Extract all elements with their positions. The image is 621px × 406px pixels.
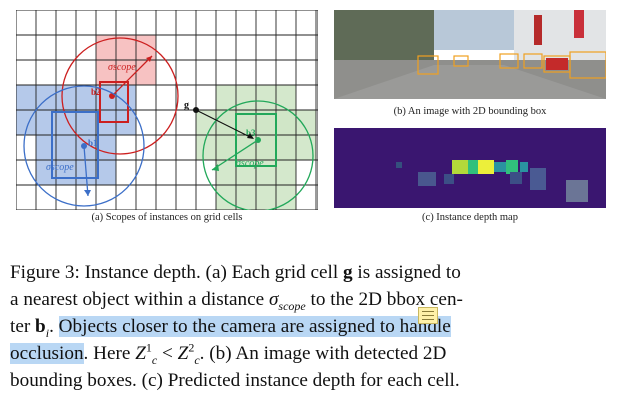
- highlighted-text-continued[interactable]: occlusion: [10, 343, 84, 364]
- b2-label: b2: [91, 87, 101, 97]
- b1-label: b1: [88, 138, 98, 148]
- figure-b-caption: (b) An image with 2D bounding box: [393, 106, 547, 117]
- figure-a-caption: (a) Scopes of instances on grid cells: [91, 212, 243, 223]
- grid-scope-figure: σscope b2 σscope b1 σscope b3 g: [16, 10, 318, 210]
- figure-c-caption: (c) Instance depth map: [422, 212, 518, 223]
- highlighted-text[interactable]: Objects closer to the camera are assigne…: [58, 316, 451, 337]
- street-photo-with-boxes: [334, 10, 606, 99]
- g-label: g: [184, 100, 189, 111]
- sigma-green-label: σscope: [236, 158, 264, 169]
- b3-label: b3: [246, 128, 256, 138]
- sigma-blue-label: σscope: [46, 162, 74, 173]
- comment-note-icon[interactable]: [418, 307, 438, 324]
- instance-depth-map: [334, 128, 606, 208]
- figure-caption: Figure 3: Instance depth. (a) Each grid …: [10, 262, 463, 391]
- sigma-red-label: σscope: [108, 62, 136, 73]
